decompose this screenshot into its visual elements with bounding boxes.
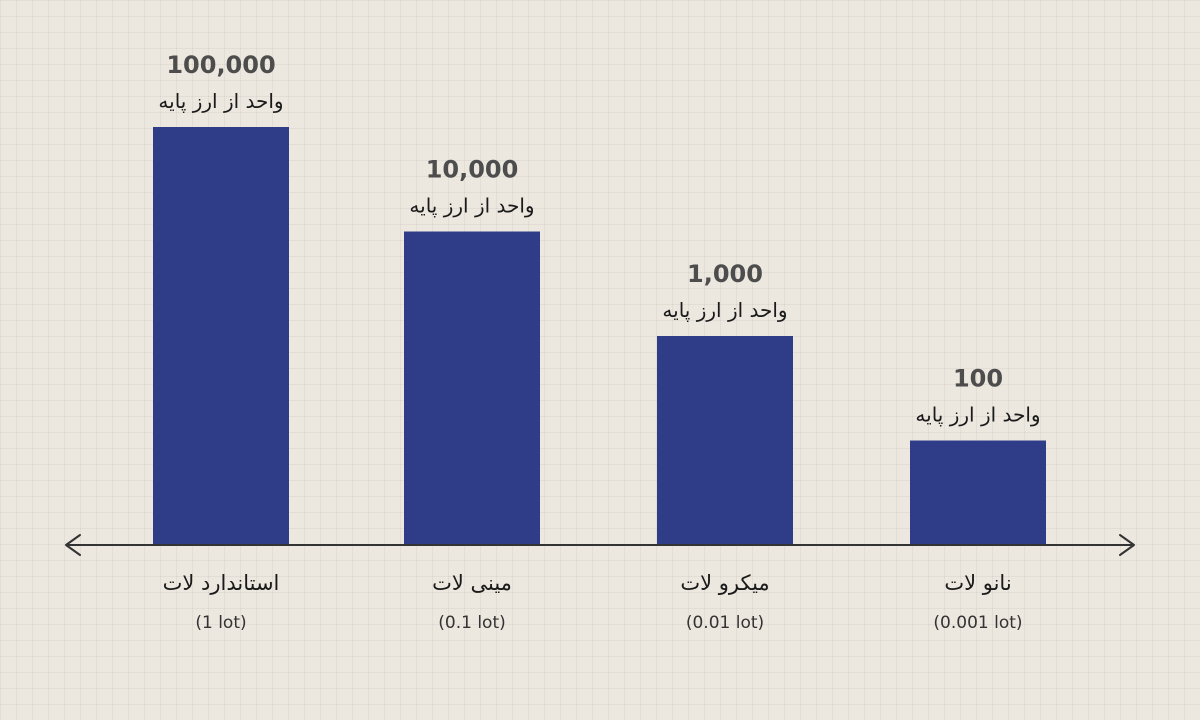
value-unit-label: واحد از ارز پایه <box>409 194 534 219</box>
value-label: 1,000 <box>687 260 763 288</box>
value-unit-label: واحد از ارز پایه <box>915 403 1040 428</box>
bar-4 <box>910 440 1046 545</box>
category-labels-layer: استاندارد لات (1 lot) مینی لات (0.1 lot) میک… <box>163 571 1023 633</box>
value-label: 10,000 <box>426 156 519 184</box>
x-axis-left-arrow <box>65 534 81 556</box>
bar-1 <box>153 127 289 545</box>
value-label: 100,000 <box>166 51 275 79</box>
x-axis <box>65 534 1135 556</box>
category-sublabel: (0.01 lot) <box>686 613 764 633</box>
bar-2 <box>404 231 540 545</box>
value-unit-label: واحد از ارز پایه <box>662 298 787 323</box>
value-label: 100 <box>953 365 1003 393</box>
category-label: نانو لات <box>944 571 1011 595</box>
x-axis-right-arrow <box>1119 534 1135 556</box>
category-sublabel: (0.1 lot) <box>438 613 506 633</box>
category-label: میکرو لات <box>680 571 769 595</box>
category-sublabel: (1 lot) <box>195 613 246 633</box>
value-unit-label: واحد از ارز پایه <box>158 89 283 114</box>
category-label: مینی لات <box>432 571 512 595</box>
bars-layer <box>153 127 1046 545</box>
value-labels-layer: واحد از ارز پایه 100,000 واحد از ارز پایه 1… <box>158 51 1040 428</box>
category-sublabel: (0.001 lot) <box>933 613 1022 633</box>
bar-3 <box>657 336 793 545</box>
category-label: استاندارد لات <box>163 571 280 595</box>
